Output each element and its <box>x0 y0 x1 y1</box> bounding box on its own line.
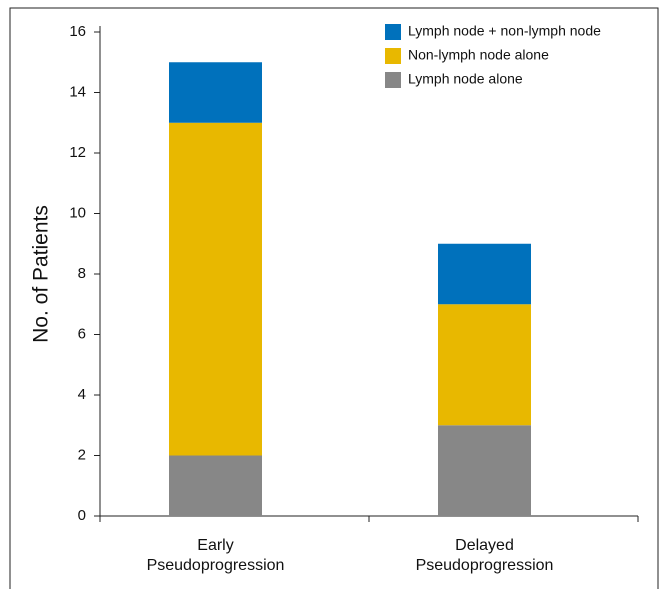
legend-label: Lymph node alone <box>408 71 523 87</box>
bar-segment <box>169 122 262 456</box>
frame <box>9 7 659 589</box>
bar-segment <box>169 62 262 123</box>
bar-segment <box>438 243 531 305</box>
y-tick-label: 14 <box>69 83 86 100</box>
y-tick-label: 4 <box>78 386 86 403</box>
y-tick-label: 8 <box>78 265 86 282</box>
y-tick-label: 12 <box>69 144 86 161</box>
legend-label: Non-lymph node alone <box>408 47 549 63</box>
y-tick-label: 0 <box>78 507 86 524</box>
y-tick-label: 2 <box>78 446 86 463</box>
y-tick-label: 6 <box>78 325 86 342</box>
bar-segment <box>438 304 531 426</box>
bar-segment <box>169 455 262 516</box>
legend-swatch <box>385 48 401 64</box>
y-axis-title: No. of Patients <box>30 205 53 343</box>
legend-label: Lymph node + non-lymph node <box>408 23 601 39</box>
y-tick-label: 16 <box>69 23 86 40</box>
bar-segment <box>438 425 531 516</box>
x-tick-label: Delayed Pseudoprogression <box>415 537 554 574</box>
x-tick-label: Early Pseudoprogression <box>146 537 285 574</box>
legend-swatch <box>385 24 401 40</box>
legend-swatch <box>385 72 401 88</box>
y-tick-label: 10 <box>69 204 86 221</box>
